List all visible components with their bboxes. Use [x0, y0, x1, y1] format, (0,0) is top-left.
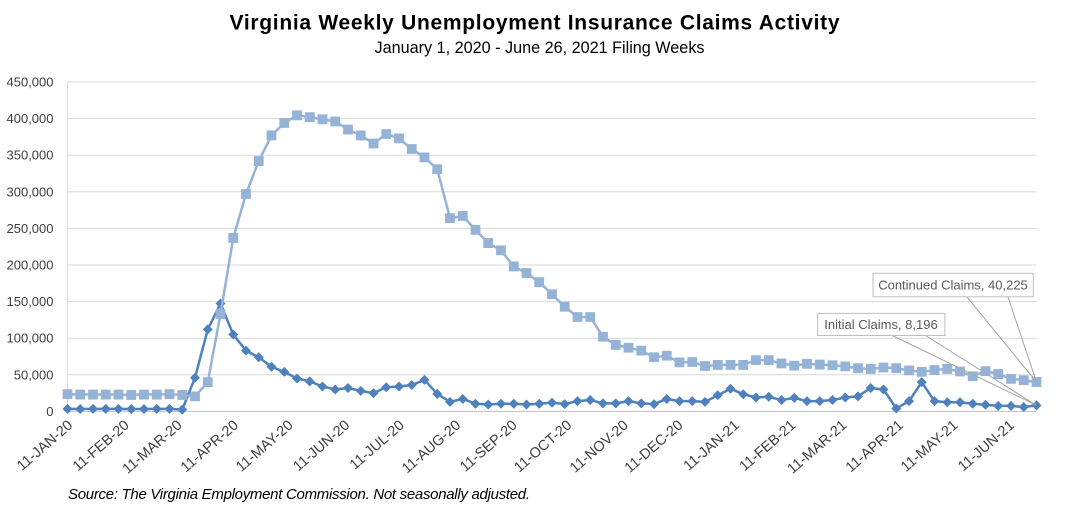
svg-text:300,000: 300,000 — [7, 184, 54, 199]
svg-text:0: 0 — [46, 404, 53, 419]
svg-text:Continued Claims, 40,225: Continued Claims, 40,225 — [878, 278, 1028, 293]
svg-text:50,000: 50,000 — [14, 367, 54, 382]
svg-text:100,000: 100,000 — [7, 331, 54, 346]
svg-text:450,000: 450,000 — [7, 75, 54, 90]
svg-text:350,000: 350,000 — [7, 148, 54, 163]
svg-text:400,000: 400,000 — [7, 111, 54, 126]
svg-text:Initial Claims, 8,196: Initial Claims, 8,196 — [824, 317, 937, 332]
svg-text:150,000: 150,000 — [7, 294, 54, 309]
svg-text:Virginia Weekly Unemployment I: Virginia Weekly Unemployment Insurance C… — [230, 12, 840, 35]
svg-text:250,000: 250,000 — [7, 221, 54, 236]
svg-text:Source: The Virginia Employmen: Source: The Virginia Employment Commissi… — [68, 486, 530, 503]
svg-text:January 1, 2020 - June 26, 202: January 1, 2020 - June 26, 2021 Filing W… — [375, 39, 705, 57]
svg-text:200,000: 200,000 — [7, 258, 54, 273]
